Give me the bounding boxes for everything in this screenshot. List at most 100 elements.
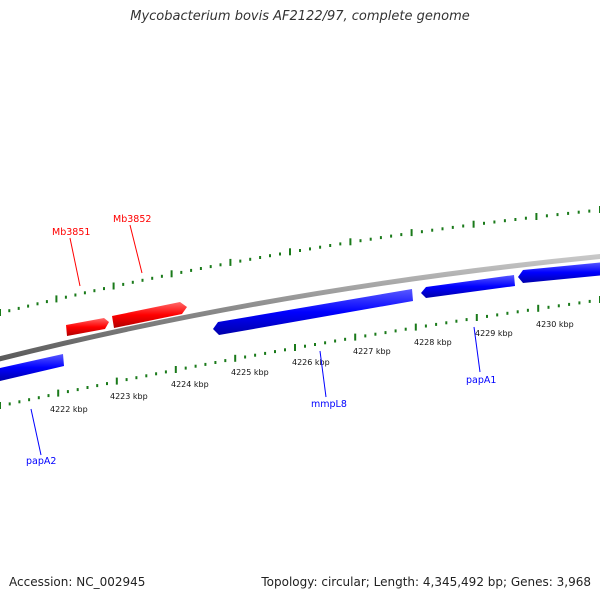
minor-tick [190,268,193,272]
gene-arrow-mmpl8[interactable] [213,289,413,335]
gene-label-papa1[interactable]: papA1 [466,375,496,386]
kbp-label: 4222 kbp [50,405,88,414]
minor-tick [209,265,212,269]
major-tick [414,323,417,331]
minor-tick [384,331,387,335]
minor-tick [254,353,257,357]
minor-tick [374,332,377,336]
genome-backbone [0,253,600,362]
major-tick [475,314,478,321]
minor-tick [496,313,499,317]
label-leader-mb3852 [129,224,143,274]
minor-tick [8,402,11,406]
minor-tick [394,329,397,333]
minor-tick [420,230,423,234]
minor-tick [239,259,242,263]
minor-tick [506,311,509,315]
minor-tick [259,256,262,259]
major-tick [57,389,60,397]
kbp-label: 4228 kbp [414,338,452,347]
minor-tick [106,382,108,386]
minor-tick [309,247,311,251]
minor-tick [199,267,202,270]
major-tick [112,282,115,290]
minor-tick [219,263,222,267]
gene-arrow-next[interactable] [518,262,600,283]
major-tick [115,377,118,385]
kbp-label: 4226 kbp [292,358,330,367]
minor-tick [17,306,20,310]
gene-label-papa2[interactable]: papA2 [26,456,56,467]
genome-summary-text: Topology: circular; Length: 4,345,492 bp… [261,575,591,589]
minor-tick [339,242,342,246]
minor-tick [284,348,286,352]
major-tick [472,220,475,228]
gene-arrow-papa2[interactable] [0,354,64,381]
minor-tick [329,244,332,247]
minor-tick [465,318,468,322]
minor-tick [455,319,458,323]
gene-label-mb3851[interactable]: Mb3851 [52,227,90,238]
minor-tick [577,210,580,214]
minor-tick [66,390,69,394]
gene-arrow-papa1[interactable] [421,275,515,298]
minor-tick [160,274,163,278]
minor-tick [588,299,591,303]
gene-label-mb3852[interactable]: Mb3852 [113,214,151,225]
minor-tick [304,344,306,348]
forward-tick-track [0,206,600,316]
minor-tick [164,370,167,374]
minor-tick [390,234,393,238]
minor-tick [364,334,367,338]
minor-tick [578,301,581,305]
minor-tick [269,254,271,258]
map-title: Mycobacterium bovis AF2122/97, complete … [130,9,470,24]
major-tick [354,333,357,341]
major-tick [0,402,1,409]
minor-tick [93,289,96,293]
minor-tick [299,249,301,252]
minor-tick [76,388,79,392]
minor-tick [184,366,187,370]
minor-tick [122,282,125,286]
minor-tick [86,386,89,389]
minor-tick [404,327,407,331]
minor-tick [141,278,144,282]
minor-tick [155,372,158,376]
minor-tick [64,295,67,299]
minor-tick [204,362,207,366]
gene-arrow-mb3851[interactable] [66,318,109,336]
minor-tick [83,291,86,295]
minor-tick [274,350,276,354]
minor-tick [369,237,372,241]
minor-tick [556,213,559,217]
gene-arrow-mb3852[interactable] [112,302,187,328]
minor-tick [334,339,337,343]
major-tick [289,248,291,256]
minor-tick [486,314,488,318]
minor-tick [462,224,465,228]
major-tick [234,354,237,362]
minor-tick [27,304,30,308]
minor-tick [319,245,322,249]
kbp-label: 4224 kbp [171,380,209,389]
minor-tick [431,228,434,232]
minor-tick [379,236,382,240]
minor-tick [400,233,403,237]
label-leader-papa1 [473,326,481,373]
minor-tick [324,341,327,345]
minor-tick [194,364,197,368]
major-tick [535,213,538,220]
minor-tick [516,310,519,314]
minor-tick [74,293,77,297]
minor-tick [96,384,99,388]
kbp-label: 4230 kbp [536,320,574,329]
label-leader-mb3851 [69,237,81,287]
kbp-scale: 4222 kbp 4223 kbp 4224 kbp 4225 kbp 4226… [50,320,574,414]
gene-label-mmpl8[interactable]: mmpL8 [311,399,347,410]
minor-tick [568,302,571,306]
minor-tick [264,351,267,355]
minor-tick [359,239,362,243]
minor-tick [445,321,448,325]
minor-tick [135,376,138,380]
